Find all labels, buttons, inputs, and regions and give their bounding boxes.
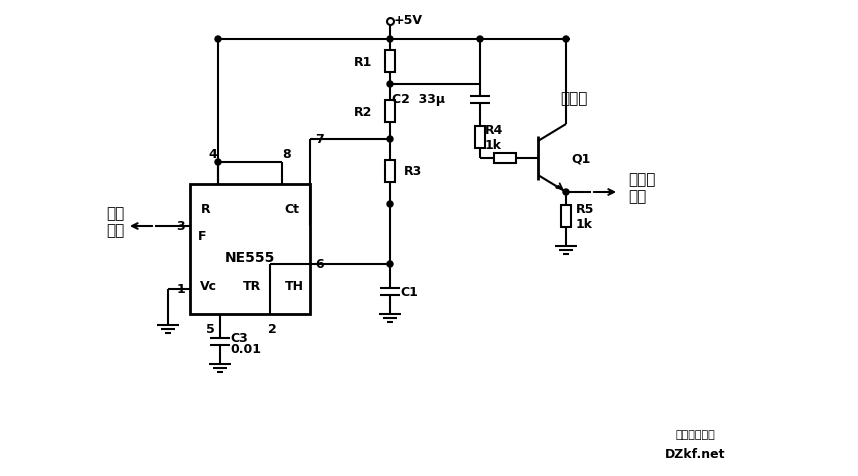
- Text: Ct: Ct: [285, 203, 299, 216]
- Circle shape: [387, 261, 393, 268]
- Bar: [385, 51, 395, 73]
- Circle shape: [387, 37, 393, 43]
- Circle shape: [215, 159, 221, 166]
- Text: R3: R3: [404, 165, 422, 178]
- Text: R5
1k: R5 1k: [576, 203, 595, 230]
- Circle shape: [387, 201, 393, 208]
- Text: 3: 3: [177, 220, 185, 233]
- Text: 锯齿波
输出: 锯齿波 输出: [628, 171, 656, 204]
- Text: DZkf.net: DZkf.net: [665, 447, 725, 461]
- Text: 8: 8: [282, 148, 292, 161]
- Text: 5: 5: [206, 322, 215, 335]
- Bar: [475, 127, 485, 149]
- Circle shape: [477, 37, 483, 43]
- Text: R1: R1: [353, 55, 372, 69]
- Text: F: F: [197, 230, 206, 243]
- Text: Q1: Q1: [571, 152, 590, 165]
- Text: NE555: NE555: [225, 250, 275, 265]
- Text: 鈕电容: 鈕电容: [560, 91, 588, 106]
- Text: Vc: Vc: [200, 280, 216, 293]
- Text: 0.01: 0.01: [230, 343, 261, 356]
- Bar: [385, 161, 395, 183]
- Text: 电子开发社区: 电子开发社区: [675, 429, 715, 439]
- Text: +5V: +5V: [394, 13, 423, 27]
- Text: 4: 4: [208, 148, 217, 161]
- Text: TH: TH: [285, 280, 304, 293]
- Circle shape: [387, 137, 393, 143]
- Text: C1: C1: [400, 286, 418, 299]
- Text: R2: R2: [353, 105, 372, 118]
- Circle shape: [387, 82, 393, 88]
- Circle shape: [563, 37, 569, 43]
- Text: 7: 7: [315, 133, 323, 146]
- Text: 6: 6: [315, 258, 323, 271]
- Bar: [385, 101, 395, 123]
- Bar: [190, 185, 310, 314]
- Text: R4
1k: R4 1k: [485, 124, 504, 152]
- Text: C2  33μ: C2 33μ: [392, 92, 445, 105]
- Circle shape: [215, 37, 221, 43]
- Text: C3: C3: [230, 332, 248, 345]
- Bar: [561, 206, 571, 228]
- Text: R: R: [201, 203, 211, 216]
- Text: 脉冲
输出: 脉冲 输出: [106, 205, 124, 238]
- Text: 1: 1: [176, 283, 185, 296]
- Circle shape: [563, 189, 569, 196]
- Bar: [494, 154, 516, 164]
- Text: TR: TR: [243, 280, 261, 293]
- Text: 2: 2: [268, 322, 276, 335]
